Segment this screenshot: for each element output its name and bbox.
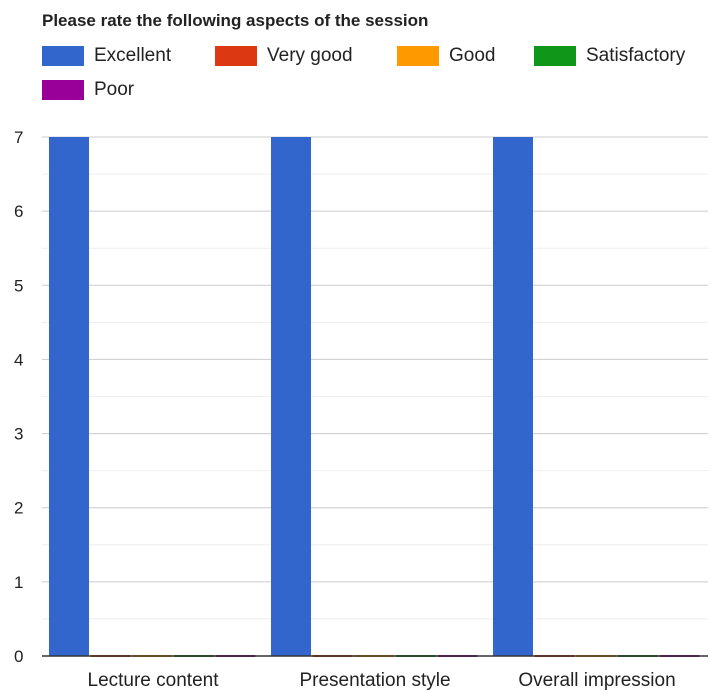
y-tick-label: 4: [14, 350, 23, 369]
bar-excellent-3[interactable]: [493, 137, 533, 656]
y-tick-label: 0: [14, 647, 23, 666]
y-tick-label: 1: [14, 573, 23, 592]
x-category-label: Overall impression: [518, 670, 675, 691]
y-tick-label: 3: [14, 425, 23, 444]
x-category-label: Presentation style: [299, 670, 450, 691]
y-tick-label: 6: [14, 202, 23, 221]
bar-excellent-2[interactable]: [271, 137, 311, 656]
y-tick-label: 7: [14, 128, 23, 147]
bar-excellent-1[interactable]: [49, 137, 89, 656]
x-category-label: Lecture content: [88, 670, 220, 691]
y-tick-label: 2: [14, 499, 23, 518]
y-tick-label: 5: [14, 276, 23, 295]
